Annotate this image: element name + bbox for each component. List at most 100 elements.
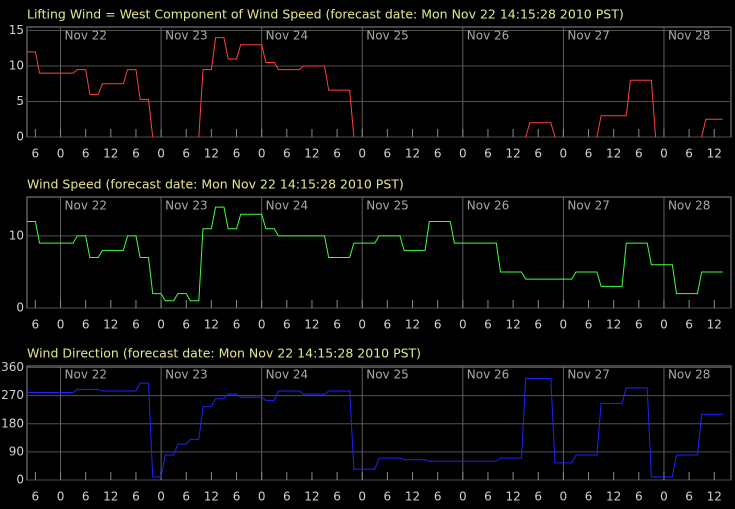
- x-tick-label: 0: [57, 490, 65, 504]
- x-tick-label: 0: [459, 490, 467, 504]
- x-tick-label: 0: [459, 147, 467, 161]
- x-tick-label: 0: [660, 318, 668, 332]
- x-tick-label: 12: [103, 490, 118, 504]
- date-label: Nov 25: [366, 368, 409, 382]
- x-tick-label: 12: [304, 318, 319, 332]
- date-label: Nov 27: [567, 29, 610, 43]
- x-tick-label: 6: [635, 490, 643, 504]
- y-tick-label: 5: [16, 94, 24, 108]
- x-tick-label: 0: [358, 147, 366, 161]
- date-label: Nov 27: [567, 368, 610, 382]
- x-tick-label: 12: [606, 318, 621, 332]
- date-label: Nov 26: [467, 29, 510, 43]
- x-tick-label: 6: [585, 147, 593, 161]
- x-tick-label: 6: [534, 490, 542, 504]
- x-tick-label: 0: [660, 490, 668, 504]
- x-tick-label: 6: [82, 490, 90, 504]
- x-tick-label: 6: [82, 318, 90, 332]
- x-tick-label: 6: [32, 318, 40, 332]
- x-tick-label: 6: [434, 147, 442, 161]
- date-label: Nov 28: [668, 29, 711, 43]
- x-tick-label: 6: [333, 147, 341, 161]
- y-tick-label: 0: [16, 301, 24, 315]
- x-tick-label: 12: [707, 147, 722, 161]
- y-tick-label: 0: [16, 130, 24, 144]
- x-tick-label: 6: [182, 147, 190, 161]
- date-label: Nov 24: [266, 29, 309, 43]
- x-tick-label: 6: [384, 490, 392, 504]
- x-tick-label: 0: [258, 147, 266, 161]
- x-tick-label: 6: [233, 318, 241, 332]
- x-tick-label: 6: [434, 318, 442, 332]
- date-label: Nov 23: [165, 199, 208, 213]
- x-tick-label: 6: [283, 318, 291, 332]
- x-tick-label: 0: [358, 490, 366, 504]
- x-tick-label: 12: [606, 490, 621, 504]
- date-label: Nov 25: [366, 29, 409, 43]
- date-label: Nov 24: [266, 368, 309, 382]
- date-label: Nov 25: [366, 199, 409, 213]
- x-tick-label: 12: [304, 147, 319, 161]
- x-tick-label: 0: [560, 490, 568, 504]
- x-tick-label: 6: [82, 147, 90, 161]
- x-tick-label: 6: [484, 147, 492, 161]
- x-tick-label: 6: [635, 147, 643, 161]
- y-tick-label: 10: [9, 228, 24, 242]
- x-tick-label: 6: [484, 490, 492, 504]
- data-line: [27, 37, 723, 138]
- y-tick-label: 180: [1, 416, 24, 430]
- y-tick-label: 0: [16, 473, 24, 487]
- x-tick-label: 12: [405, 318, 420, 332]
- x-tick-label: 6: [484, 318, 492, 332]
- x-tick-label: 6: [32, 490, 40, 504]
- x-tick-label: 0: [459, 318, 467, 332]
- x-tick-label: 12: [505, 318, 520, 332]
- x-tick-label: 12: [606, 147, 621, 161]
- x-tick-label: 6: [434, 490, 442, 504]
- x-tick-label: 6: [233, 147, 241, 161]
- y-tick-label: 270: [1, 388, 24, 402]
- x-tick-label: 6: [685, 490, 693, 504]
- x-tick-label: 6: [333, 318, 341, 332]
- x-tick-label: 12: [103, 318, 118, 332]
- date-label: Nov 28: [668, 199, 711, 213]
- x-tick-label: 6: [685, 147, 693, 161]
- date-label: Nov 28: [668, 368, 711, 382]
- x-tick-label: 0: [560, 318, 568, 332]
- x-tick-label: 12: [204, 147, 219, 161]
- x-tick-label: 12: [103, 147, 118, 161]
- date-label: Nov 26: [467, 199, 510, 213]
- x-tick-label: 6: [132, 490, 140, 504]
- x-tick-label: 6: [384, 147, 392, 161]
- x-tick-label: 6: [132, 318, 140, 332]
- x-tick-label: 12: [304, 490, 319, 504]
- y-tick-label: 90: [9, 444, 24, 458]
- x-tick-label: 12: [204, 490, 219, 504]
- date-label: Nov 22: [65, 29, 108, 43]
- x-tick-label: 12: [405, 147, 420, 161]
- x-tick-label: 0: [57, 147, 65, 161]
- date-label: Nov 24: [266, 199, 309, 213]
- x-tick-label: 6: [333, 490, 341, 504]
- x-tick-label: 12: [707, 318, 722, 332]
- x-tick-label: 6: [585, 490, 593, 504]
- x-tick-label: 6: [534, 318, 542, 332]
- x-tick-label: 12: [204, 318, 219, 332]
- x-tick-label: 0: [157, 147, 165, 161]
- x-tick-label: 6: [182, 318, 190, 332]
- data-line: [27, 206, 723, 302]
- x-tick-label: 6: [132, 147, 140, 161]
- x-tick-label: 12: [505, 147, 520, 161]
- x-tick-label: 6: [534, 147, 542, 161]
- x-tick-label: 0: [57, 318, 65, 332]
- x-tick-label: 6: [283, 147, 291, 161]
- x-tick-label: 12: [405, 490, 420, 504]
- date-label: Nov 23: [165, 368, 208, 382]
- y-tick-label: 15: [9, 23, 24, 37]
- chart-title: Wind Speed (forecast date: Mon Nov 22 14…: [27, 177, 404, 192]
- x-tick-label: 0: [660, 147, 668, 161]
- x-tick-label: 6: [685, 318, 693, 332]
- x-tick-label: 6: [32, 147, 40, 161]
